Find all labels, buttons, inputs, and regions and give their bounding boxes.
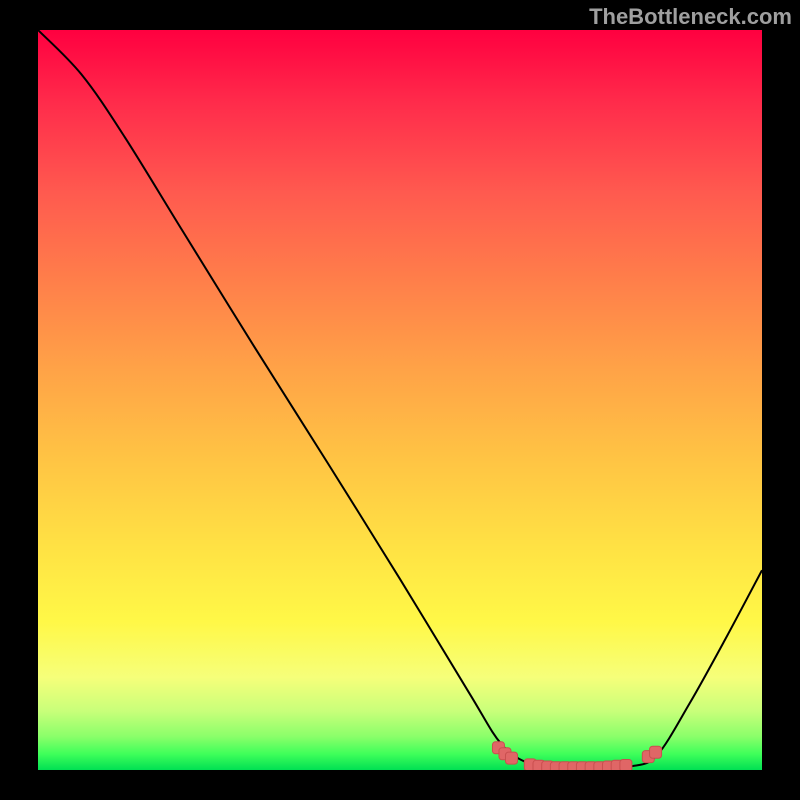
- optimal-marker: [650, 746, 662, 758]
- chart-background: [38, 30, 762, 770]
- watermark-text: TheBottleneck.com: [589, 4, 792, 30]
- chart-plot-area: [38, 30, 762, 770]
- optimal-marker: [506, 752, 518, 764]
- chart-svg: [38, 30, 762, 770]
- optimal-marker: [620, 760, 632, 770]
